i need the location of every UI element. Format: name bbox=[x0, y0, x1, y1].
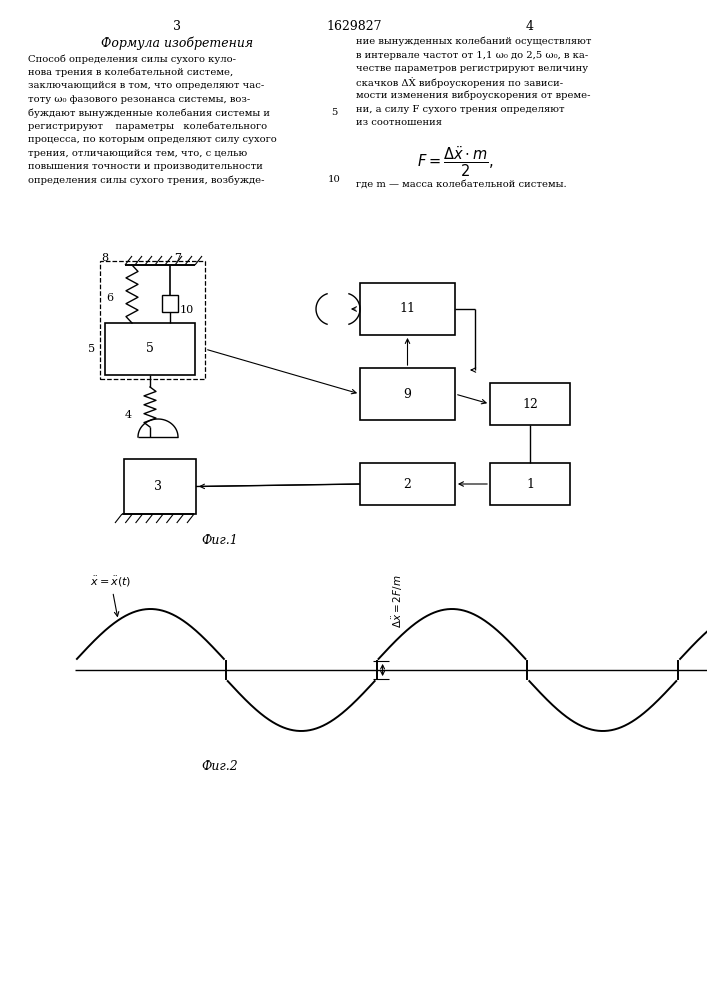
Text: мости изменения виброускорения от време-: мости изменения виброускорения от време- bbox=[356, 91, 590, 101]
Text: повышения точности и производительности: повышения точности и производительности bbox=[28, 162, 263, 171]
Text: Фиг.2: Фиг.2 bbox=[201, 760, 238, 773]
Bar bbox=[124, 459, 196, 514]
Text: $\Delta\ddot{x}=2F/m$: $\Delta\ddot{x}=2F/m$ bbox=[390, 575, 405, 628]
Text: 7: 7 bbox=[175, 253, 182, 263]
Text: Способ определения силы сухого куло-: Способ определения силы сухого куло- bbox=[28, 54, 236, 64]
Text: 6: 6 bbox=[107, 293, 114, 303]
Text: 4: 4 bbox=[526, 20, 534, 33]
Text: 3: 3 bbox=[173, 20, 181, 33]
Text: честве параметров регистрируют величину: честве параметров регистрируют величину bbox=[356, 64, 588, 73]
Bar bbox=[360, 283, 455, 335]
Text: где m — масса колебательной системы.: где m — масса колебательной системы. bbox=[356, 180, 566, 189]
Text: 3: 3 bbox=[154, 480, 162, 493]
Text: из соотношения: из соотношения bbox=[356, 118, 442, 127]
Text: 12: 12 bbox=[522, 397, 538, 410]
Text: 11: 11 bbox=[399, 302, 416, 316]
Text: 8: 8 bbox=[101, 253, 109, 263]
Text: регистрируют    параметры   колебательного: регистрируют параметры колебательного bbox=[28, 121, 267, 131]
Text: 10: 10 bbox=[180, 305, 194, 315]
Bar bbox=[360, 463, 455, 505]
Bar bbox=[490, 383, 570, 425]
Text: 2: 2 bbox=[404, 478, 411, 490]
Text: 9: 9 bbox=[404, 387, 411, 400]
Text: 5: 5 bbox=[146, 342, 154, 356]
Bar bbox=[162, 295, 178, 312]
Text: $F = \dfrac{\Delta\ddot{x} \cdot m}{2},$: $F = \dfrac{\Delta\ddot{x} \cdot m}{2},$ bbox=[416, 145, 493, 179]
Text: скачков ΔẊ виброускорения по зависи-: скачков ΔẊ виброускорения по зависи- bbox=[356, 78, 563, 88]
Text: Формула изобретения: Формула изобретения bbox=[101, 37, 253, 50]
Text: 5: 5 bbox=[331, 108, 337, 117]
Text: нова трения в колебательной системе,: нова трения в колебательной системе, bbox=[28, 68, 233, 77]
Text: в интервале частот от 1,1 ω₀ до 2,5 ω₀, в ка-: в интервале частот от 1,1 ω₀ до 2,5 ω₀, … bbox=[356, 50, 588, 60]
Text: заключающийся в том, что определяют час-: заключающийся в том, что определяют час- bbox=[28, 81, 264, 90]
Text: трения, отличающийся тем, что, с целью: трения, отличающийся тем, что, с целью bbox=[28, 148, 247, 157]
Text: 1629827: 1629827 bbox=[326, 20, 382, 33]
Text: ни, а силу F сухого трения определяют: ни, а силу F сухого трения определяют bbox=[356, 104, 565, 113]
Text: 10: 10 bbox=[327, 176, 341, 184]
Text: тоту ω₀ фазового резонанса системы, воз-: тоту ω₀ фазового резонанса системы, воз- bbox=[28, 95, 250, 104]
Text: 5: 5 bbox=[88, 344, 95, 354]
Text: 4: 4 bbox=[124, 410, 132, 420]
Bar bbox=[105, 323, 195, 375]
Text: $\ddot{x}=\ddot{x}(t)$: $\ddot{x}=\ddot{x}(t)$ bbox=[90, 574, 132, 616]
Bar bbox=[100, 261, 205, 379]
Text: 1: 1 bbox=[526, 478, 534, 490]
Text: ние вынужденных колебаний осуществляют: ние вынужденных колебаний осуществляют bbox=[356, 37, 592, 46]
Bar bbox=[360, 368, 455, 420]
Text: Фиг.1: Фиг.1 bbox=[201, 534, 238, 547]
Text: процесса, по которым определяют силу сухого: процесса, по которым определяют силу сух… bbox=[28, 135, 276, 144]
Bar bbox=[490, 463, 570, 505]
Text: определения силы сухого трения, возбужде-: определения силы сухого трения, возбужде… bbox=[28, 176, 264, 185]
Text: буждают вынужденные колебания системы и: буждают вынужденные колебания системы и bbox=[28, 108, 270, 117]
